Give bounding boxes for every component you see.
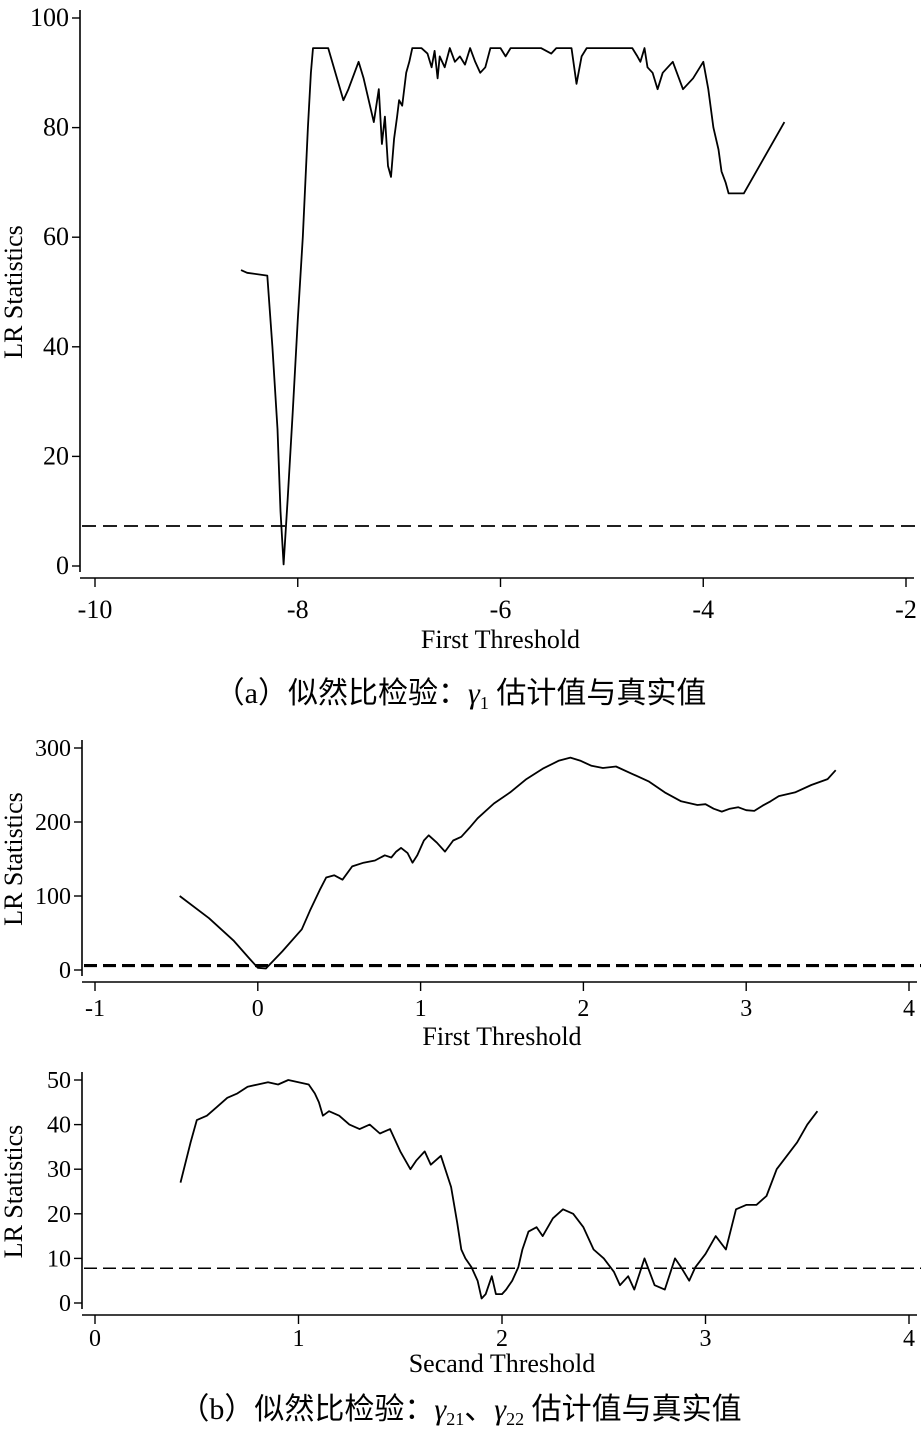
x-tick-label: 4 (903, 1326, 915, 1352)
x-tick-label: 2 (496, 1326, 508, 1352)
chart-panel-a: 0 20 40 60 80 100 -10 -8 -6 -4 -2 First Threshold LR… (0, 3, 921, 654)
y-axis-title: LR Statistics (0, 792, 28, 926)
y-tick-label: 20 (47, 1202, 71, 1228)
y-tick-label: 300 (35, 736, 71, 762)
x-tick-label: 2 (577, 996, 589, 1022)
x-tick-label: 0 (89, 1326, 101, 1352)
x-tick-label: 4 (903, 996, 915, 1022)
y-tick-label: 60 (43, 222, 69, 251)
chart-panel-b-lower: 0 10 20 30 40 50 0 1 2 3 4 Secand Threshold LR Stati… (0, 1068, 921, 1378)
y-tick-label: 50 (47, 1068, 71, 1094)
y-tick-label: 100 (30, 3, 69, 32)
caption-b-gamma-1: γ (434, 1393, 447, 1426)
y-tick-label: 0 (59, 1291, 71, 1317)
y-tick-label: 200 (35, 810, 71, 836)
x-tick-label: -4 (692, 595, 714, 624)
caption-a: （a）似然比检验：γ1 估计值与真实值 (0, 668, 921, 714)
lr-statistic-series-line (240, 47, 786, 566)
caption-b-separator: 、 (464, 1393, 495, 1426)
caption-a-subscript: 1 (479, 693, 489, 713)
lr-statistic-series-line (179, 1079, 819, 1300)
x-tick-label: -6 (490, 595, 512, 624)
x-tick-label: 1 (293, 1326, 305, 1352)
y-axis-title: LR Statistics (0, 225, 28, 359)
x-tick-label: 0 (252, 996, 264, 1022)
x-tick-label: 3 (740, 996, 752, 1022)
caption-a-gamma: γ (468, 677, 480, 710)
y-tick-label: 100 (35, 884, 71, 910)
x-tick-label: -10 (78, 595, 113, 624)
x-axis-title: Secand Threshold (409, 1349, 596, 1378)
y-tick-label: 80 (43, 113, 69, 142)
y-axis-title: LR Statistics (0, 1125, 28, 1259)
lr-statistic-series-line (179, 756, 837, 970)
caption-a-suffix: 估计值与真实值 (488, 677, 707, 710)
x-tick-label: -1 (85, 996, 105, 1022)
y-tick-label: 40 (43, 332, 69, 361)
caption-b-gamma-2: γ (494, 1393, 507, 1426)
x-tick-label: 3 (700, 1326, 712, 1352)
x-tick-label: -8 (287, 595, 309, 624)
x-axis-title: First Threshold (421, 625, 580, 654)
x-tick-label: -2 (895, 595, 917, 624)
y-tick-label: 0 (56, 551, 69, 580)
y-tick-label: 20 (43, 441, 69, 470)
y-tick-label: 10 (47, 1246, 71, 1272)
caption-b-suffix: 估计值与真实值 (524, 1393, 742, 1426)
y-tick-label: 30 (47, 1157, 71, 1183)
y-tick-label: 40 (47, 1113, 71, 1139)
x-axis-title: First Threshold (422, 1022, 581, 1051)
caption-b-subscript-1: 21 (446, 1409, 465, 1429)
caption-b-prefix: （b）似然比检验： (179, 1393, 435, 1426)
x-tick-label: 1 (415, 996, 427, 1022)
caption-a-prefix: （a）似然比检验： (214, 677, 468, 710)
chart-panel-b-upper: 0 100 200 300 -1 0 1 2 3 4 First Threshold LR Stati… (0, 736, 921, 1051)
y-tick-label: 0 (59, 958, 71, 984)
caption-b-subscript-2: 22 (506, 1409, 525, 1429)
caption-b: （b）似然比检验：γ21、γ22 估计值与真实值 (0, 1384, 921, 1430)
